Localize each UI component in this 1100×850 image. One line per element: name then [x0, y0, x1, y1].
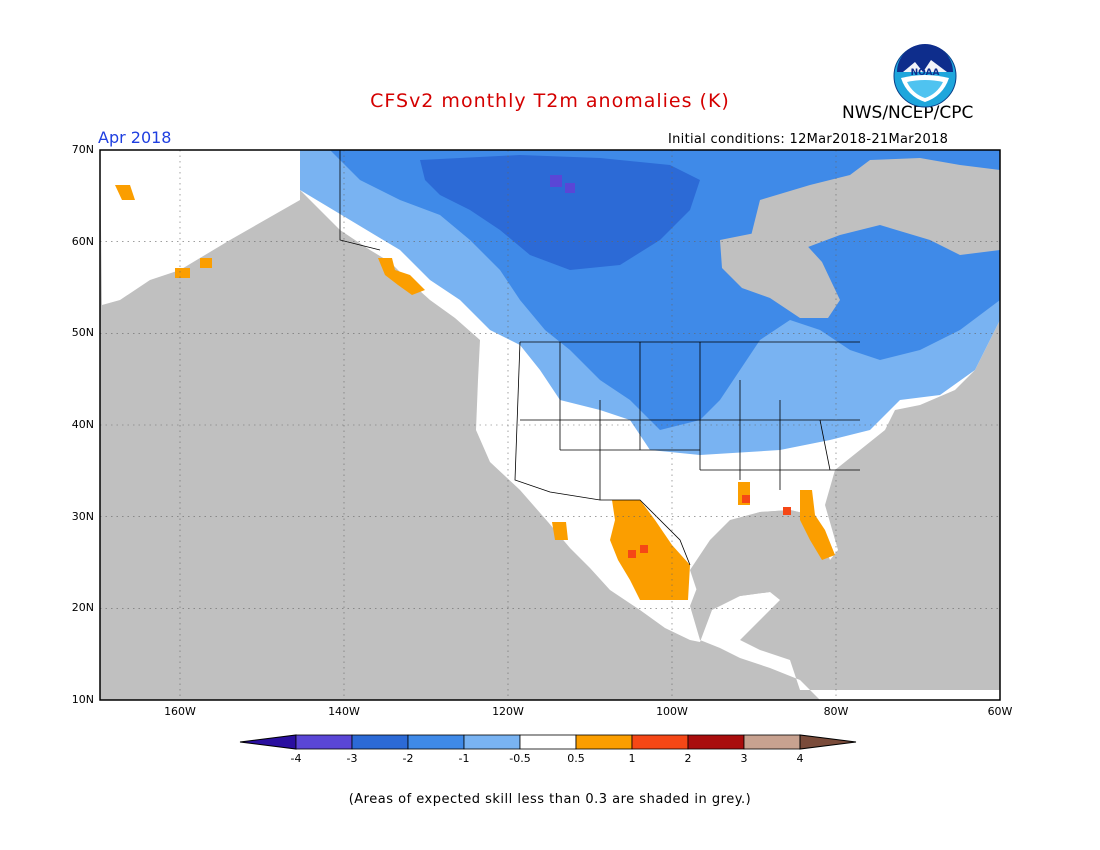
- lon-label: 100W: [656, 705, 688, 718]
- cold-anomaly-extreme: [550, 175, 575, 193]
- initial-conditions: Initial conditions: 12Mar2018-21Mar2018: [668, 132, 949, 147]
- lat-label: 20N: [71, 601, 94, 615]
- lon-label: 80W: [823, 705, 849, 718]
- map-frame: [99, 149, 1001, 701]
- colorbar-tick-label: 4: [796, 752, 804, 765]
- colorbar-segment: [351, 734, 409, 750]
- colorbar-segment: [295, 734, 353, 750]
- lon-label: 60W: [987, 705, 1013, 718]
- colorbar-tick-label: 3: [740, 752, 748, 765]
- noaa-logo-text: NOAA: [911, 68, 940, 78]
- land-alaska: [100, 150, 300, 305]
- chart-title: CFSv2 monthly T2m anomalies (K): [370, 90, 730, 112]
- lat-label: 10N: [71, 693, 94, 706]
- lat-label: 30N: [71, 509, 94, 523]
- colorbar: [239, 734, 857, 750]
- warm-anomaly-baja: [552, 522, 568, 540]
- agency-label: NWS/NCEP/CPC: [842, 103, 974, 123]
- forecast-period: Apr 2018: [98, 128, 172, 147]
- political-borders: [339, 150, 860, 566]
- colorbar-tick-label: -1: [458, 752, 470, 765]
- gulf-of-mexico: [690, 510, 820, 605]
- colorbar-segment: [631, 734, 689, 750]
- lon-label: 120W: [492, 705, 524, 718]
- hudson-mask: [720, 232, 840, 318]
- lat-label: 60N: [71, 234, 94, 248]
- lat-label: 50N: [71, 326, 94, 340]
- greenland-mask: [750, 158, 1000, 255]
- colorbar-tick-label: 1: [628, 752, 636, 765]
- warm-anomaly-hot-spots: [628, 495, 791, 558]
- lon-label: 140W: [328, 705, 360, 718]
- colorbar-segment: [575, 734, 633, 750]
- noaa-logo-icon: NOAA: [893, 44, 957, 108]
- warm-anomaly-alaska: [115, 185, 212, 278]
- colorbar-arrow-left: [239, 734, 297, 750]
- warm-anomaly-florida: [800, 490, 835, 560]
- colorbar-segment: [463, 734, 521, 750]
- colorbar-arrow-right: [799, 734, 857, 750]
- cold-anomaly-strong: [420, 155, 700, 270]
- colorbar-segment: [407, 734, 465, 750]
- colorbar-segment: [519, 734, 577, 750]
- skill-footnote: (Areas of expected skill less than 0.3 a…: [348, 792, 752, 807]
- colorbar-tick-label: -4: [290, 752, 302, 765]
- colorbar-tick-label: -0.5: [509, 752, 531, 765]
- colorbar-tick-label: 0.5: [567, 752, 585, 765]
- warm-anomaly-mexico: [610, 500, 690, 600]
- colorbar-segment: [743, 734, 801, 750]
- lat-label: 40N: [71, 418, 94, 431]
- lat-label: 70N: [71, 143, 94, 156]
- colorbar-tick-label: -2: [402, 752, 414, 765]
- colorbar-tick-label: 2: [684, 752, 692, 765]
- colorbar-tick-label: -3: [346, 752, 358, 765]
- warm-anomaly-bc: [378, 258, 425, 295]
- lon-label: 160W: [164, 705, 196, 718]
- colorbar-segment: [687, 734, 745, 750]
